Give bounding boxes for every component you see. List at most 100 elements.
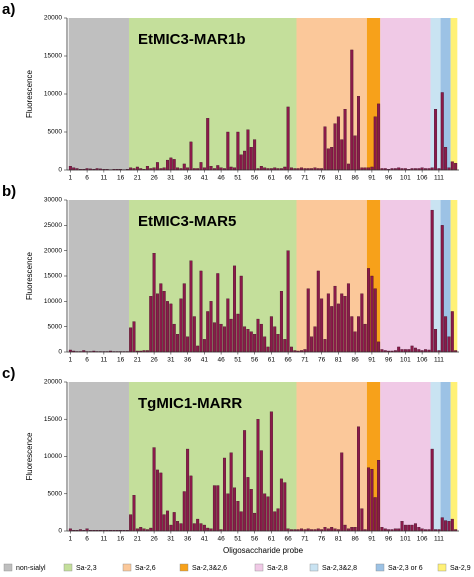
bar [149, 296, 153, 353]
y-tick-label: 5000 [48, 490, 63, 497]
bar [176, 334, 180, 353]
bar [403, 524, 407, 532]
bar [360, 508, 364, 532]
x-tick-label: 111 [434, 357, 444, 364]
x-tick-label: 81 [335, 175, 343, 182]
x-tick-label: 41 [201, 175, 209, 182]
bar [377, 103, 381, 171]
x-tick-label: 36 [184, 536, 192, 543]
x-tick-label: 41 [201, 536, 209, 543]
bar [269, 316, 273, 353]
bar [233, 487, 237, 532]
region-band [296, 382, 367, 531]
y-tick-label: 0 [58, 167, 62, 174]
bar [155, 162, 159, 171]
region-band [440, 18, 451, 170]
bar [377, 341, 381, 353]
x-tick-label: 96 [385, 536, 393, 543]
bar [162, 514, 166, 532]
chart-title: EtMIC3-MAR5 [138, 213, 236, 230]
bar [162, 291, 166, 353]
bar [166, 159, 169, 171]
legend-label: Sa-2,3 [76, 565, 97, 572]
x-tick-label: 16 [117, 536, 125, 543]
x-tick-label: 26 [150, 357, 158, 364]
bar [323, 527, 327, 532]
bar [323, 126, 327, 171]
y-tick-label: 0 [58, 528, 62, 535]
region-band [366, 18, 381, 170]
bar [229, 452, 233, 532]
bar [253, 512, 257, 532]
bar [176, 521, 180, 532]
legend-swatch [375, 563, 385, 572]
bar [152, 253, 156, 353]
bar [199, 162, 203, 171]
region-band [430, 200, 441, 352]
bar [450, 161, 454, 171]
bar [410, 345, 414, 353]
bar [246, 129, 250, 171]
bar [444, 520, 448, 532]
bar [139, 527, 143, 532]
x-axis-label: Oligosaccharide probe [223, 546, 304, 555]
panel: c) TgMIC1-MARR Fluorescence Oligosaccharide… [2, 365, 459, 555]
bar [263, 336, 267, 353]
bar [283, 339, 287, 353]
y-axis-label: Fluorescence [25, 432, 34, 481]
bar [182, 491, 186, 532]
x-tick-label: 6 [85, 357, 89, 364]
x-tick-label: 31 [167, 536, 175, 543]
bar [166, 510, 169, 532]
region-band [450, 382, 458, 531]
bar [340, 452, 344, 532]
legend-swatch [3, 563, 13, 572]
region-band [450, 200, 458, 352]
y-tick-label: 15000 [44, 273, 62, 280]
bar [172, 159, 176, 171]
bar [447, 336, 451, 353]
bar [249, 489, 253, 532]
x-tick-label: 11 [100, 536, 107, 543]
bar [159, 283, 163, 353]
legend-label: Sa-2,3 or 6 [388, 565, 423, 572]
bar [380, 527, 384, 532]
region-band [380, 200, 431, 352]
y-tick-label: 30000 [44, 197, 62, 204]
x-tick-label: 61 [268, 536, 276, 543]
bar [222, 326, 226, 353]
bar [159, 472, 163, 532]
bar [313, 326, 317, 353]
bar [182, 163, 186, 171]
x-tick-label: 31 [167, 357, 175, 364]
legend-swatch [179, 563, 189, 572]
region-band [68, 382, 129, 531]
region-band [68, 18, 129, 170]
x-tick-label: 96 [385, 175, 393, 182]
bar [320, 298, 324, 353]
y-tick-label: 20000 [44, 15, 62, 22]
x-tick-label: 106 [417, 536, 428, 543]
bar [212, 322, 216, 353]
y-tick-label: 20000 [44, 379, 62, 386]
x-tick-label: 56 [251, 536, 259, 543]
x-tick-label: 81 [335, 536, 343, 543]
x-tick-label: 6 [85, 536, 89, 543]
bar [249, 147, 253, 171]
bar [155, 469, 159, 532]
bar [209, 301, 213, 353]
x-tick-label: 36 [184, 357, 192, 364]
bar [209, 166, 213, 171]
bar [407, 524, 411, 532]
region-band [440, 382, 451, 531]
bar [400, 521, 404, 532]
bar [336, 116, 340, 171]
bar [360, 293, 364, 353]
bar [219, 323, 223, 353]
bar [283, 166, 287, 171]
bar [192, 523, 196, 532]
bar [149, 527, 153, 532]
x-tick-label: 96 [385, 357, 393, 364]
x-tick-label: 101 [400, 357, 411, 364]
